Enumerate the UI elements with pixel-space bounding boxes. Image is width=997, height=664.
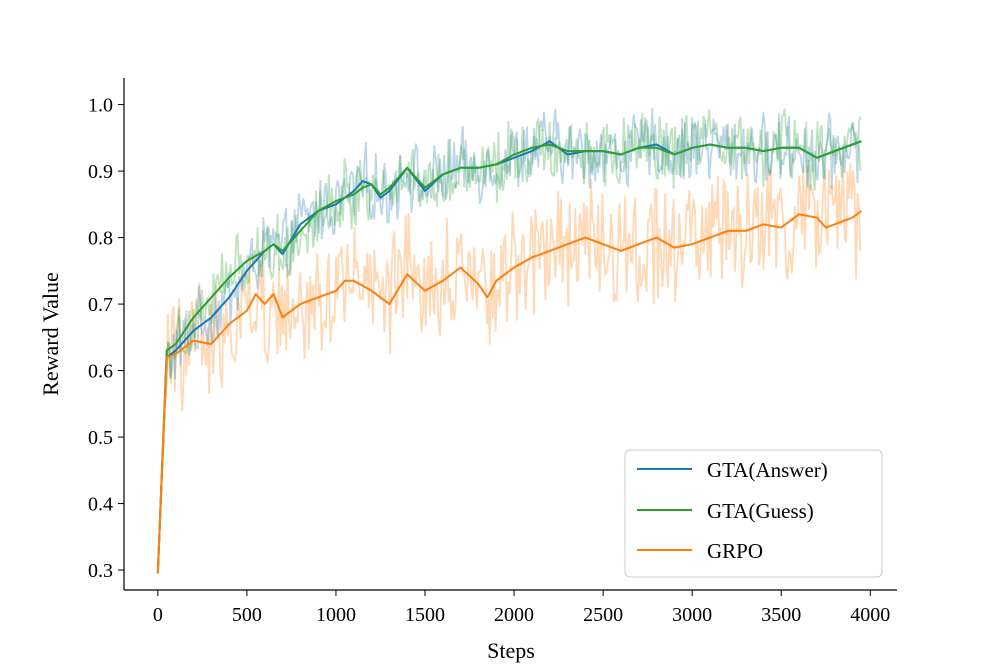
series-line-grpo: [156, 210, 862, 574]
y-axis-label: Reward Value: [38, 272, 63, 396]
y-tick-label: 0.6: [88, 361, 113, 383]
x-tick-label: 1500: [405, 604, 445, 626]
x-tick-label: 3000: [672, 604, 712, 626]
x-tick-label: 0: [153, 604, 163, 626]
y-tick-label: 0.7: [88, 294, 113, 316]
x-tick-label: 500: [232, 604, 262, 626]
legend-frame: [624, 449, 883, 578]
y-tick-label: 0.4: [88, 494, 113, 516]
legend: GTA(Answer) GTA(Guess) GRPO: [624, 449, 883, 578]
x-tick-label: 2500: [583, 604, 623, 626]
x-tick-label: 1000: [316, 604, 356, 626]
y-tick-label: 0.9: [88, 161, 113, 183]
smoothed-series-layer: [156, 140, 862, 574]
x-tick-label: 4000: [850, 604, 890, 626]
raw-line-gta-guess: [156, 108, 862, 574]
y-tick-label: 0.5: [88, 427, 113, 449]
series-line-gta-guess: [156, 140, 862, 574]
x-tick-label: 2000: [494, 604, 534, 626]
x-tick-label: 3500: [761, 604, 801, 626]
ticks-layer: 0 500 1000 1500 2000 2500 3000 3500 4000 0.3 0.4 0.…: [88, 95, 890, 626]
y-tick-label: 0.3: [88, 560, 113, 582]
raw-series-layer: [156, 108, 862, 574]
legend-label-gta-answer: GTA(Answer): [707, 458, 828, 482]
y-tick-label: 0.8: [88, 228, 113, 250]
x-axis-label: Steps: [487, 638, 535, 663]
legend-label-gta-guess: GTA(Guess): [707, 499, 814, 523]
y-tick-label: 1.0: [88, 95, 113, 117]
raw-line-gta-answer: [156, 108, 862, 574]
raw-line-grpo: [156, 163, 862, 574]
legend-label-grpo: GRPO: [707, 539, 763, 563]
